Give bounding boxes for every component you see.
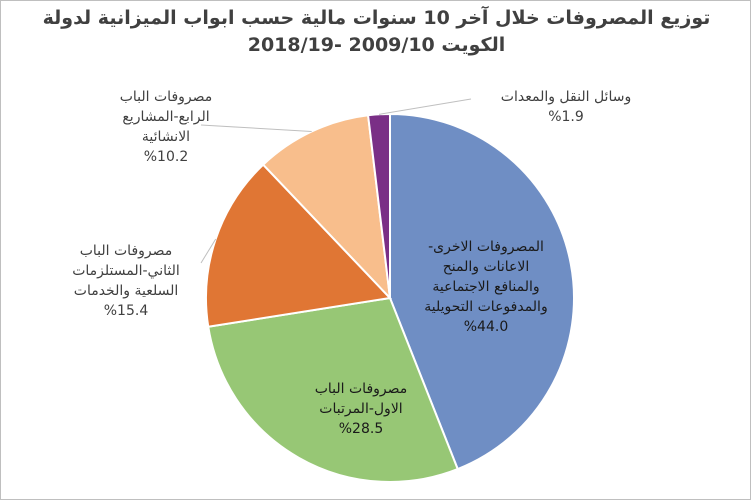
pie-slice-goods-services [205, 163, 393, 328]
pie-slices [205, 112, 575, 483]
pie-slice-other-expenses [389, 112, 575, 471]
leader-lines [200, 98, 472, 264]
leader-line-3 [200, 124, 312, 133]
pie-slice-salaries [207, 296, 460, 483]
leader-line-2 [200, 238, 217, 264]
slice-value-transport: %1.9 [548, 109, 584, 125]
slice-label-construction: مصروفات الباب الرابع-المشاريع الانشائية … [91, 87, 241, 167]
slice-label-salaries: مصروفات الباب الاول-المرتبات %28.5 [291, 379, 431, 439]
slice-label-transport: وسائل النقل والمعدات %1.9 [486, 87, 646, 127]
chart-title-line-2: الكويت 2009/10 -2018/19 [247, 34, 506, 56]
slice-label-other-expenses: المصروفات الاخرى- الاعانات والمنح والمنا… [396, 237, 576, 337]
leader-line-4 [378, 98, 472, 115]
slice-value-other-expenses: %44.0 [463, 319, 509, 335]
chart-title-line-1: توزيع المصروفات خلال آخر 10 سنوات مالية … [42, 7, 711, 29]
pie-slice-construction [261, 114, 392, 301]
slice-value-construction: %10.2 [143, 149, 189, 165]
slice-value-goods-services: %15.4 [103, 303, 149, 319]
slice-value-salaries: %28.5 [338, 421, 384, 437]
slice-label-goods-services: مصروفات الباب الثاني-المستلزمات السلعية … [51, 241, 201, 321]
chart-title: توزيع المصروفات خلال آخر 10 سنوات مالية … [21, 5, 732, 59]
